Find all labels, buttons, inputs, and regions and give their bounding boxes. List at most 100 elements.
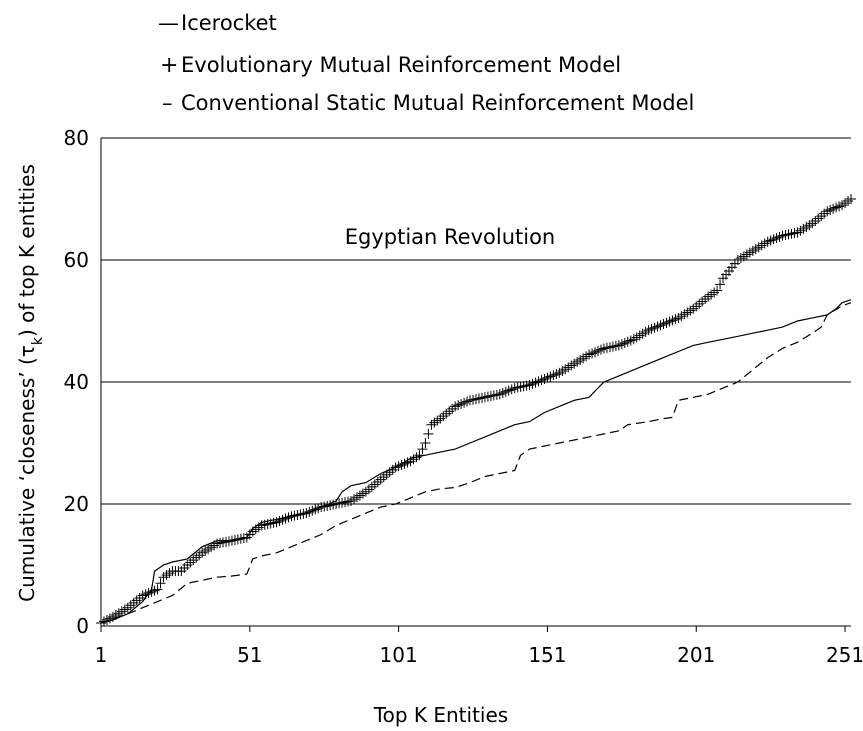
series-point (503, 385, 514, 396)
series-point (229, 534, 240, 545)
y-axis-label-subscript: k (30, 336, 46, 345)
series-point (292, 509, 303, 520)
series-point (494, 389, 505, 400)
series-point (381, 469, 392, 480)
series-point (301, 508, 312, 519)
series-point (363, 484, 374, 495)
series-point (545, 371, 556, 382)
series-point (146, 586, 157, 597)
series-point (509, 383, 520, 394)
legend-item-conventional: – Conventional Static Mutual Reinforceme… (162, 91, 694, 115)
series-point (337, 497, 348, 508)
series-point (304, 506, 315, 517)
series-point (816, 211, 827, 222)
series-point (411, 452, 422, 463)
series-point (649, 322, 660, 333)
series-point (789, 228, 800, 239)
series-point (706, 289, 717, 300)
series-point (691, 301, 702, 312)
legend-item-evolutionary: + Evolutionary Mutual Reinforcement Mode… (160, 53, 621, 78)
series-point (232, 534, 243, 545)
series-point (485, 391, 496, 402)
series-point (444, 406, 455, 417)
series-point (417, 444, 428, 455)
series-point (661, 317, 672, 328)
series-point (843, 196, 854, 207)
series-point (596, 344, 606, 355)
series-point (322, 500, 333, 511)
series-point (530, 377, 541, 388)
series-point (822, 206, 833, 217)
series-point (533, 376, 544, 387)
series-point (426, 419, 437, 430)
series-point (450, 401, 461, 412)
y-tick-label: 20 (64, 492, 89, 516)
series-point (161, 570, 172, 581)
series-point (488, 390, 499, 401)
series-point (837, 200, 848, 211)
series-point (527, 378, 538, 389)
series-point (652, 321, 663, 332)
series-point (601, 342, 612, 353)
series-point (310, 504, 321, 515)
series-point (593, 345, 604, 356)
series-point (598, 343, 609, 354)
series-point (590, 347, 601, 358)
series-point (468, 394, 479, 405)
x-tick-label: 151 (528, 643, 566, 667)
series-point (473, 393, 484, 404)
series-point (390, 462, 401, 473)
x-tick-label: 1 (95, 643, 108, 667)
series-point (774, 231, 785, 242)
y-axis-label-main: Cumulative ‘closeness’ (τ (15, 345, 39, 602)
legend-label-evolutionary: Evolutionary Mutual Reinforcement Model (181, 53, 621, 77)
series-point (515, 381, 526, 392)
x-tick-labels: 1 51 101 151 201 251 (95, 626, 863, 667)
x-tick-label: 51 (237, 643, 262, 667)
series-point (604, 342, 615, 353)
legend-label-icerocket: Icerocket (181, 11, 277, 35)
y-axis-label: Cumulative ‘closeness’ (τk) of top K ent… (15, 164, 46, 602)
series-point (548, 370, 559, 381)
series-point (700, 294, 711, 305)
series-point (613, 340, 624, 351)
series-point (283, 512, 294, 523)
x-tick-label: 101 (380, 643, 418, 667)
series-point (715, 279, 726, 290)
chart-annotation: Egyptian Revolution (345, 225, 556, 249)
series-point (441, 408, 452, 419)
series-point (780, 229, 791, 240)
series-point (319, 501, 330, 512)
series-point (372, 477, 383, 488)
legend-marker-conventional: – (162, 91, 173, 115)
series-point (536, 375, 547, 386)
series-layer (96, 194, 856, 628)
series-point (286, 511, 297, 522)
series-point (846, 194, 856, 204)
y-tick-label: 40 (64, 370, 89, 394)
series-point (253, 522, 264, 533)
series-point (518, 381, 529, 392)
series-point (215, 538, 226, 549)
series-point (777, 230, 788, 241)
series-point (512, 382, 523, 393)
series-point (432, 415, 443, 426)
series-point (277, 514, 288, 525)
series-point (786, 228, 797, 239)
series-point (610, 341, 621, 352)
series-point (221, 536, 231, 547)
y-axis-label-tail: ) of top K entities (15, 164, 39, 337)
x-tick-label: 251 (826, 643, 863, 667)
series-point (435, 413, 446, 424)
series-point (828, 203, 839, 214)
series-point (500, 386, 511, 397)
series-point (768, 234, 779, 245)
legend-marker-icerocket: — (158, 11, 179, 35)
series-0 (100, 299, 852, 624)
series-point (456, 398, 467, 409)
series-point (506, 384, 517, 395)
series-point (462, 396, 473, 407)
y-tick-label: 60 (64, 248, 89, 272)
legend-label-conventional: Conventional Static Mutual Reinforcement… (181, 91, 694, 115)
